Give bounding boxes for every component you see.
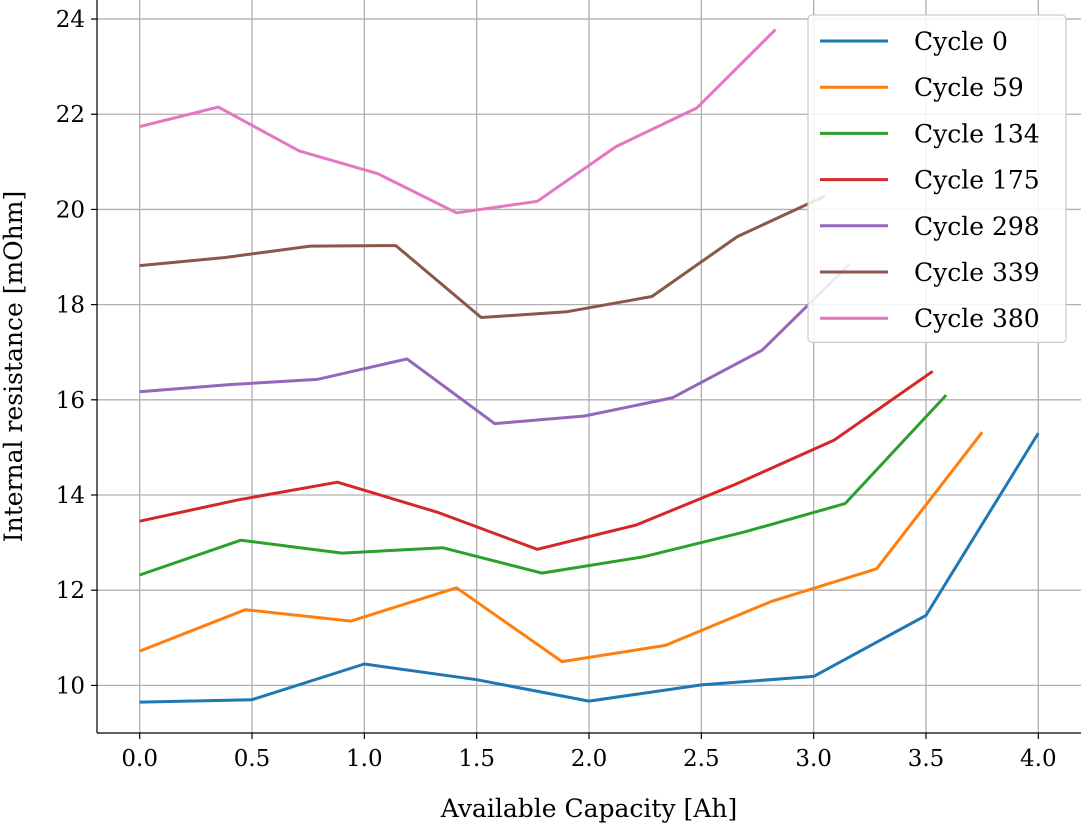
legend-item: Cycle 339 [820,258,1040,287]
y-tick-label: 20 [56,197,85,223]
legend-label: Cycle 59 [914,73,1024,102]
y-tick-label: 18 [56,293,85,319]
x-tick-label: 0.0 [121,746,158,772]
legend-item: Cycle 134 [820,119,1040,148]
y-ticks: 10 12 14 16 18 20 22 24 [56,7,97,699]
x-tick-label: 3.0 [795,746,832,772]
series-line-cycle-175 [139,370,934,551]
x-tick-label: 1.5 [458,746,495,772]
x-tick-label: 2.0 [571,746,608,772]
y-tick-label: 14 [56,483,85,509]
legend-item: Cycle 380 [820,304,1040,333]
x-ticks: 0.0 0.5 1.0 1.5 2.0 2.5 3.0 3.5 4.0 [121,733,1057,772]
legend-item: Cycle 298 [820,212,1040,241]
legend-label: Cycle 298 [914,212,1040,241]
legend-label: Cycle 380 [914,304,1040,333]
legend-label: Cycle 0 [914,27,1008,56]
y-axis-label: Internal resistance [mOhm] [0,191,28,542]
y-tick-label: 12 [56,578,85,604]
legend-label: Cycle 134 [914,119,1040,148]
legend: Cycle 0 Cycle 59 Cycle 134 Cycle 175 Cycle 2… [807,14,1067,343]
legend-label: Cycle 175 [914,166,1040,195]
y-tick-label: 24 [56,7,85,33]
x-tick-label: 0.5 [234,746,271,772]
legend-item: Cycle 175 [820,166,1040,195]
series-line-cycle-298 [139,263,851,426]
x-tick-label: 2.5 [683,746,720,772]
y-tick-label: 22 [56,102,85,128]
legend-box [807,14,1067,343]
legend-item: Cycle 0 [820,27,1008,56]
legend-label: Cycle 339 [914,258,1040,287]
series-line-cycle-380 [139,28,777,215]
y-tick-label: 16 [56,388,85,414]
legend-item: Cycle 59 [820,73,1024,102]
x-tick-label: 3.5 [908,746,945,772]
series-line-cycle-339 [139,194,826,319]
legend-items: Cycle 0 Cycle 59 Cycle 134 Cycle 175 Cycle 2… [820,27,1040,333]
x-tick-label: 4.0 [1020,746,1057,772]
x-tick-label: 1.0 [346,746,383,772]
x-axis-label: Available Capacity [Ah] [440,794,737,823]
series-lines [139,28,1040,704]
series-line-cycle-59 [139,431,984,664]
series-line-cycle-134 [139,394,948,577]
series-line-cycle-0 [139,432,1040,704]
y-tick-label: 10 [56,673,85,699]
